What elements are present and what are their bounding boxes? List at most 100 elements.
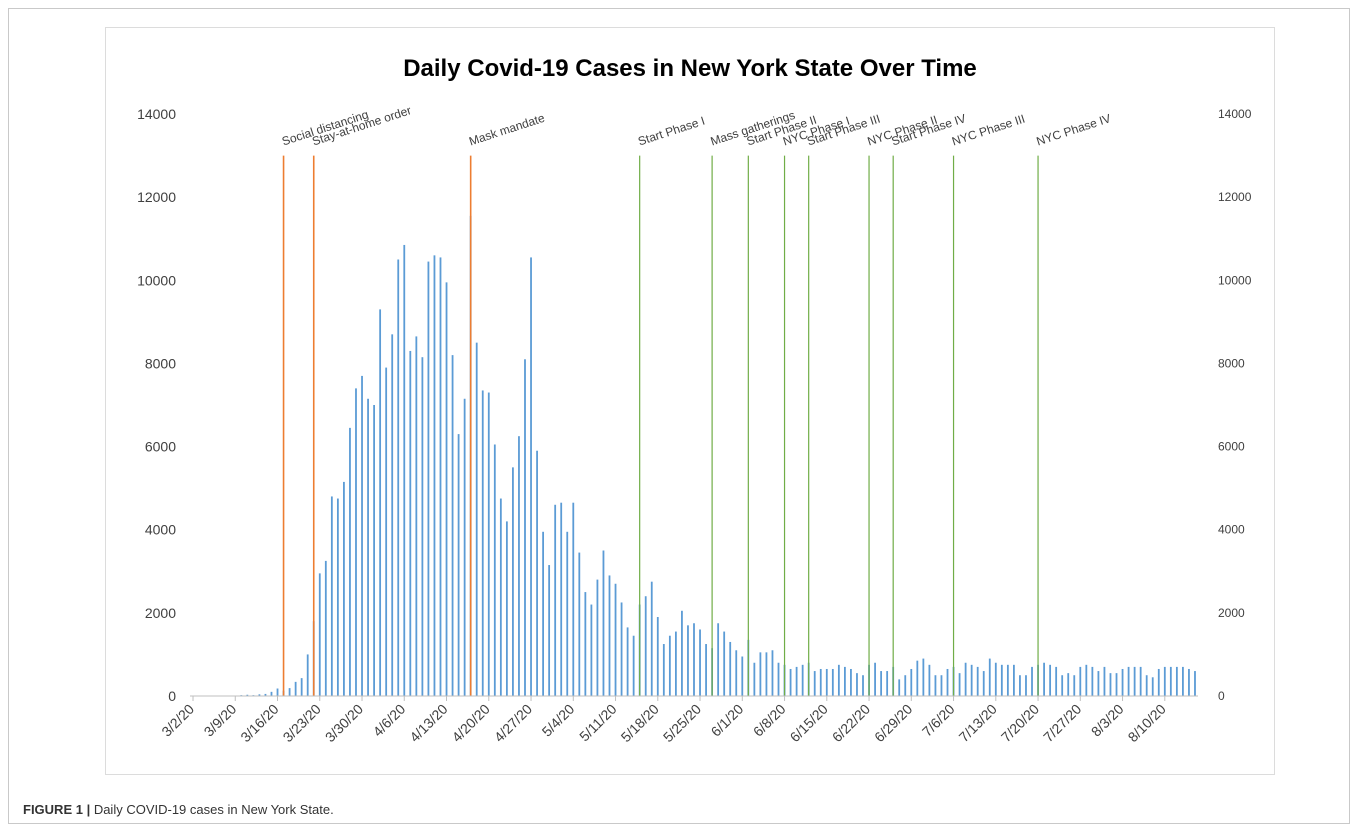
bar <box>656 617 659 696</box>
event-label: Start Phase I <box>636 114 706 149</box>
bar <box>608 575 611 696</box>
bar <box>596 579 599 696</box>
bar <box>1085 664 1088 696</box>
bar <box>717 623 720 696</box>
bar <box>1163 666 1166 696</box>
bar <box>1121 668 1124 696</box>
bar <box>487 392 490 696</box>
x-tick-label: 3/23/20 <box>280 701 324 745</box>
bar <box>1127 666 1130 696</box>
bar <box>940 675 943 696</box>
y-tick-label-right: 2000 <box>1218 606 1245 620</box>
y-tick-label-left: 14000 <box>137 106 176 122</box>
bar <box>349 427 351 696</box>
bar <box>988 658 991 696</box>
bar <box>318 573 321 696</box>
bar <box>916 660 919 696</box>
bar <box>681 610 683 696</box>
bar <box>602 550 605 696</box>
y-tick-label-right: 6000 <box>1218 440 1245 454</box>
bar <box>765 652 768 696</box>
bar <box>741 656 744 696</box>
bar <box>1182 666 1184 696</box>
bar <box>505 521 508 696</box>
bar <box>1188 668 1190 696</box>
y-tick-label-right: 4000 <box>1218 523 1245 537</box>
bar <box>723 631 726 696</box>
bar <box>958 673 961 696</box>
y-tick-label-right: 12000 <box>1218 190 1252 204</box>
y-tick-label-right: 10000 <box>1218 273 1252 287</box>
bar <box>336 498 339 696</box>
bar <box>391 334 394 696</box>
bar <box>626 627 629 696</box>
x-tick-label: 5/11/20 <box>576 701 620 745</box>
bar <box>415 336 418 696</box>
bar <box>524 359 526 696</box>
bar <box>1019 675 1021 696</box>
bar <box>874 662 876 696</box>
bar <box>976 666 979 696</box>
bar <box>795 666 798 696</box>
bar <box>674 631 677 696</box>
bar <box>614 583 617 696</box>
bar <box>1049 664 1052 696</box>
bar <box>801 664 804 696</box>
event-label: Mask mandate <box>467 111 546 149</box>
bar <box>699 629 701 696</box>
bar <box>270 691 273 696</box>
bar <box>1055 666 1058 696</box>
bar <box>397 259 400 696</box>
x-tick-label: 7/20/20 <box>998 701 1042 745</box>
bar <box>819 668 822 696</box>
bar <box>367 398 369 696</box>
bar <box>343 481 345 696</box>
chart-area: Daily Covid-19 Cases in New York State O… <box>105 27 1275 775</box>
x-tick-label: 6/8/20 <box>750 701 789 740</box>
bar <box>946 668 949 696</box>
x-tick-label: 8/3/20 <box>1088 701 1127 740</box>
bar <box>1031 666 1033 696</box>
bar <box>934 675 937 696</box>
bar <box>542 531 545 696</box>
bar <box>729 641 732 696</box>
bar <box>554 504 557 696</box>
bar <box>662 644 665 696</box>
bar <box>994 662 997 696</box>
bar <box>324 560 327 696</box>
event-label: NYC Phase IV <box>1035 111 1113 148</box>
bar <box>463 398 466 696</box>
x-tick-label: 7/6/20 <box>919 701 958 740</box>
bar <box>433 255 436 697</box>
bar <box>1013 664 1015 696</box>
bar <box>427 261 430 696</box>
bar <box>1169 666 1172 696</box>
x-tick-label: 4/13/20 <box>406 701 450 745</box>
bar <box>379 309 382 696</box>
bar <box>584 592 587 696</box>
bar <box>1133 666 1136 696</box>
bar <box>898 679 901 696</box>
bar <box>831 668 834 696</box>
bar <box>548 565 551 696</box>
chart-svg: Daily Covid-19 Cases in New York State O… <box>137 55 1252 745</box>
bar <box>493 444 496 696</box>
bar <box>771 650 774 696</box>
bar <box>300 678 303 696</box>
x-tick-label: 6/22/20 <box>829 701 873 745</box>
y-tick-label-right: 0 <box>1218 689 1225 703</box>
bar <box>1073 675 1076 696</box>
x-tick-label: 7/27/20 <box>1040 701 1084 745</box>
bar <box>590 604 593 696</box>
x-tick-label: 3/30/20 <box>322 701 366 745</box>
y-axis-right: 0 2000 4000 6000 8000 10000 12000 14000 <box>1218 107 1252 703</box>
bar <box>264 693 267 696</box>
bar <box>385 367 388 696</box>
y-tick-label-left: 12000 <box>137 189 176 205</box>
bar <box>361 375 363 696</box>
bar <box>1139 666 1142 696</box>
bar <box>687 625 689 696</box>
bar <box>578 552 581 696</box>
bar <box>560 502 563 696</box>
x-tick-label: 4/20/20 <box>449 701 493 745</box>
